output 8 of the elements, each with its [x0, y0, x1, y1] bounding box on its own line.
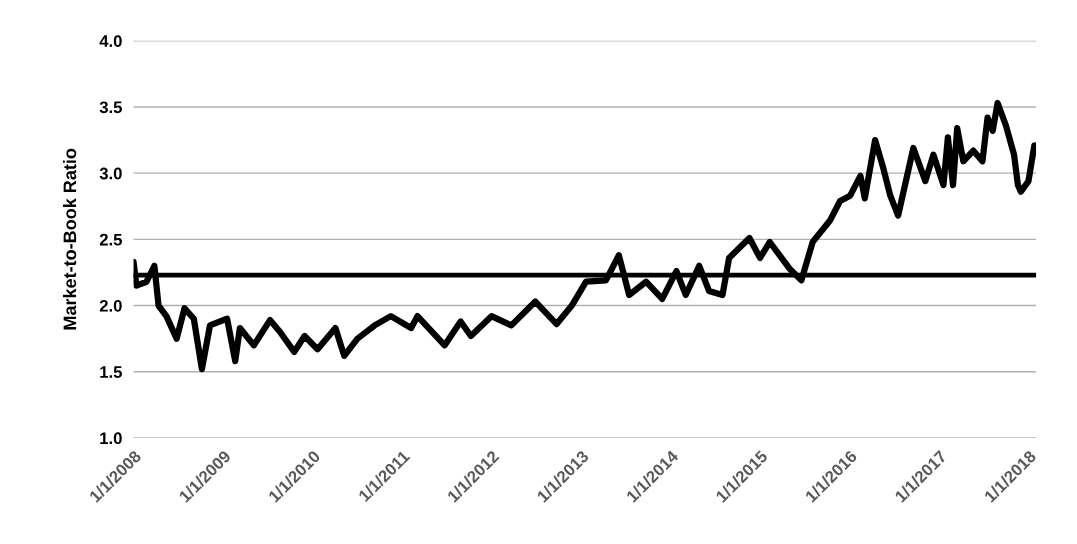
- y-tick-label: 3.0: [99, 167, 122, 180]
- y-tick-label: 1.5: [100, 366, 122, 378]
- y-tick-label: 2.0: [99, 299, 122, 312]
- y-axis-title: Market-to-Book Ratio: [62, 148, 77, 330]
- y-tick-label: 1.0: [100, 432, 122, 445]
- y-tick-label: 3.5: [99, 101, 122, 114]
- y-tick-label: 2.5: [99, 233, 122, 246]
- y-tick-label: 4.0: [99, 35, 122, 47]
